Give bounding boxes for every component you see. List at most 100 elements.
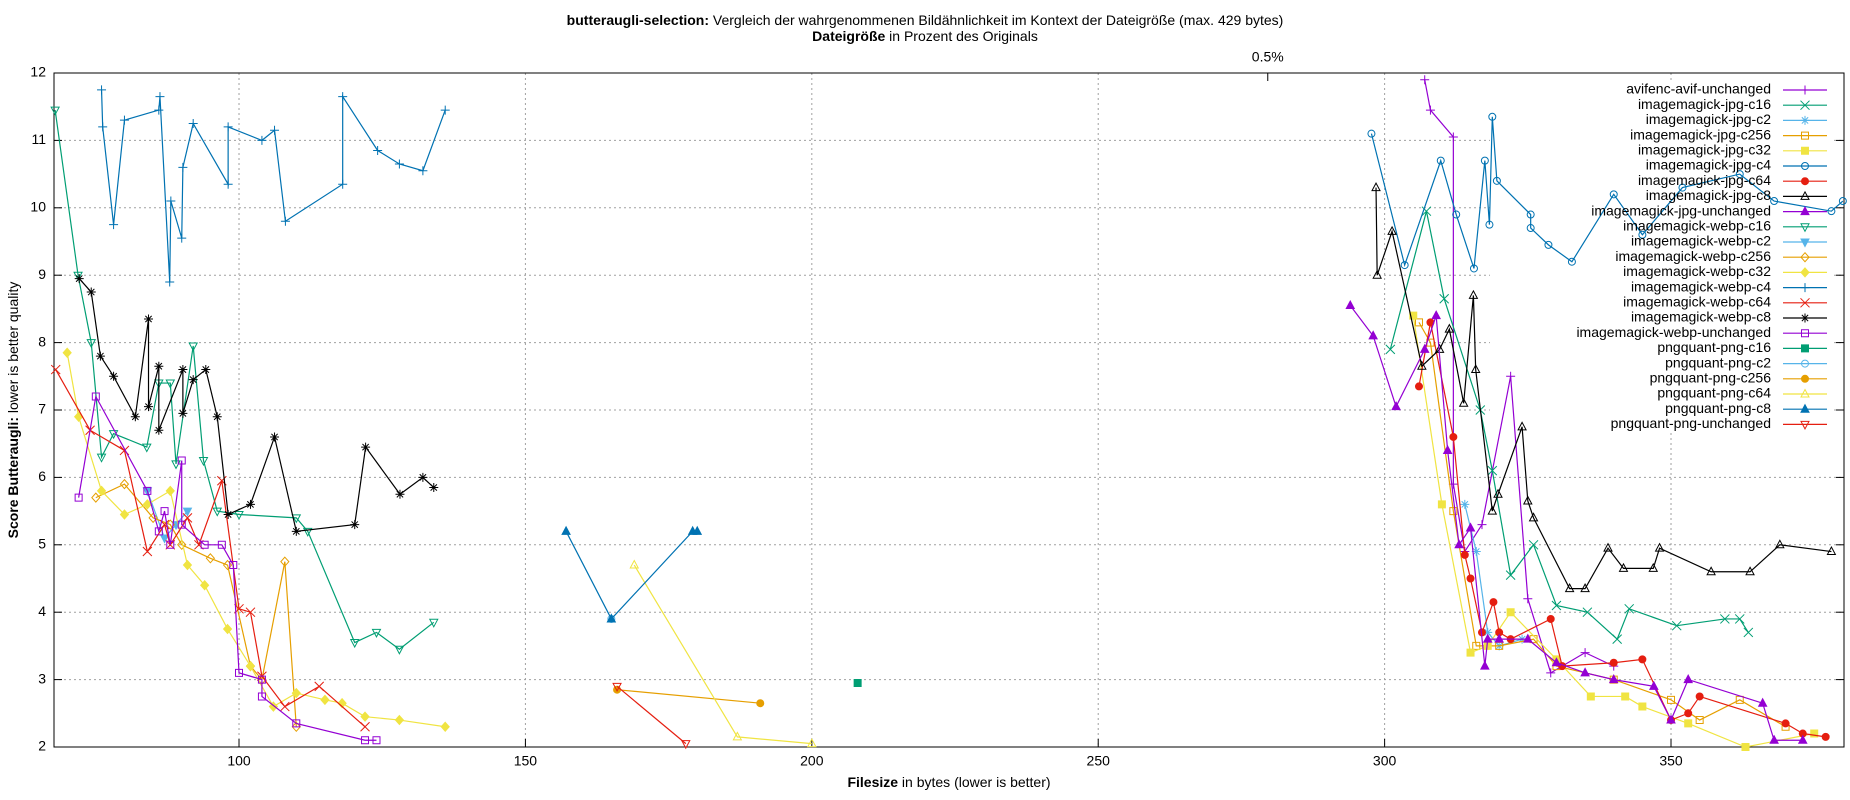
chart-title: butteraugli-selection: Vergleich der wah… (567, 12, 1284, 28)
marker (394, 714, 405, 726)
marker (1684, 719, 1693, 728)
marker (394, 159, 404, 169)
marker (177, 539, 187, 551)
marker (1528, 512, 1539, 522)
marker (1431, 310, 1441, 320)
marker (1800, 283, 1810, 293)
y-tick-label: 5 (38, 536, 46, 552)
marker (360, 711, 370, 722)
y-tick-label: 8 (38, 333, 46, 349)
marker (1757, 697, 1768, 707)
marker (1609, 190, 1618, 199)
marker (1466, 648, 1475, 657)
marker (91, 392, 100, 401)
marker (1741, 743, 1750, 751)
marker (292, 719, 301, 728)
marker (1683, 674, 1694, 684)
legend-label: pngquant-png-c256 (1650, 370, 1772, 386)
marker (141, 443, 152, 453)
subtitle-bold: Dateigröße (812, 28, 885, 44)
marker (182, 507, 193, 517)
legend-label: imagemagick-jpg-c4 (1646, 157, 1771, 173)
marker (257, 675, 266, 684)
marker (1609, 658, 1618, 667)
marker (245, 660, 256, 672)
marker (160, 507, 169, 516)
y-tick-label: 6 (38, 468, 46, 484)
marker (395, 489, 405, 499)
marker (165, 485, 175, 497)
marker (1800, 267, 1810, 278)
marker (205, 553, 216, 564)
marker (178, 408, 188, 418)
marker (199, 579, 210, 591)
marker (270, 125, 280, 135)
marker (73, 411, 84, 422)
series-line (633, 564, 812, 745)
marker (222, 623, 233, 635)
legend-label: imagemagick-jpg-c16 (1638, 96, 1771, 112)
marker (606, 613, 617, 623)
series-line (616, 685, 687, 745)
marker (177, 456, 186, 465)
xlabel-rest: in bytes (lower is better) (898, 774, 1051, 790)
marker (1769, 734, 1779, 744)
marker (1551, 657, 1562, 667)
x2-tick-label: 0.5% (1252, 49, 1284, 65)
series-line (78, 394, 377, 741)
marker (1667, 695, 1676, 704)
marker (1580, 648, 1590, 658)
marker (212, 412, 222, 422)
marker (143, 486, 152, 495)
ylabel-rest: lower is better quality (5, 282, 21, 417)
marker (1800, 206, 1810, 216)
marker (50, 106, 60, 116)
legend-label: imagemagick-webp-unchanged (1576, 324, 1771, 340)
marker (361, 736, 370, 745)
marker (1800, 313, 1810, 323)
marker (86, 287, 96, 297)
legend-label: imagemagick-jpg-c8 (1646, 187, 1771, 203)
series-line (617, 689, 761, 704)
marker (154, 425, 164, 435)
marker (62, 347, 72, 358)
marker (154, 527, 163, 536)
marker (96, 485, 107, 497)
marker (1439, 293, 1450, 304)
marker (1488, 112, 1497, 121)
marker (1371, 182, 1381, 192)
marker (1470, 363, 1481, 374)
marker (1489, 598, 1498, 607)
marker (1781, 719, 1790, 728)
series-line (54, 109, 435, 651)
marker (373, 146, 383, 156)
marker (1734, 614, 1745, 624)
marker (371, 628, 382, 638)
marker (1482, 633, 1493, 643)
marker (428, 618, 439, 628)
marker (1770, 197, 1779, 206)
marker (1821, 732, 1830, 741)
marker (1638, 230, 1647, 239)
marker (1385, 344, 1396, 355)
marker (1745, 566, 1755, 576)
y-tick-label: 12 (30, 64, 46, 80)
marker (223, 179, 233, 189)
marker (1448, 479, 1458, 489)
marker (166, 196, 176, 206)
marker (1522, 495, 1533, 505)
marker (756, 699, 765, 708)
marker (1400, 261, 1409, 270)
marker (1743, 627, 1754, 638)
y-tick-label: 11 (31, 131, 46, 147)
marker (1460, 499, 1470, 509)
marker (154, 361, 164, 371)
marker (91, 492, 101, 503)
marker (1436, 156, 1445, 165)
marker (234, 510, 244, 521)
plot-frame (53, 72, 1845, 748)
marker (279, 701, 290, 712)
marker (1638, 655, 1647, 664)
marker (440, 105, 450, 115)
